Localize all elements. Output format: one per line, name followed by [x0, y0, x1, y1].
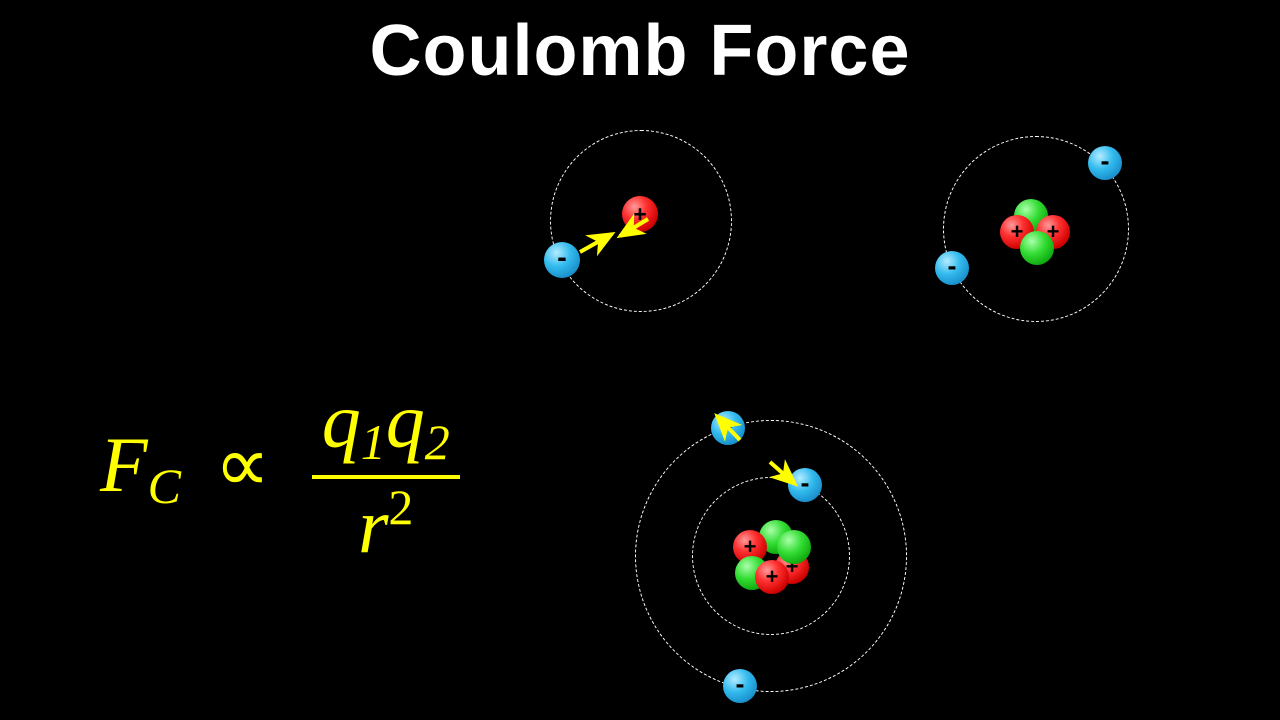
force-arrow: [580, 234, 612, 252]
force-arrows: [0, 0, 1280, 720]
force-arrow: [717, 416, 740, 440]
force-arrow: [770, 462, 795, 484]
force-arrow: [620, 219, 648, 236]
